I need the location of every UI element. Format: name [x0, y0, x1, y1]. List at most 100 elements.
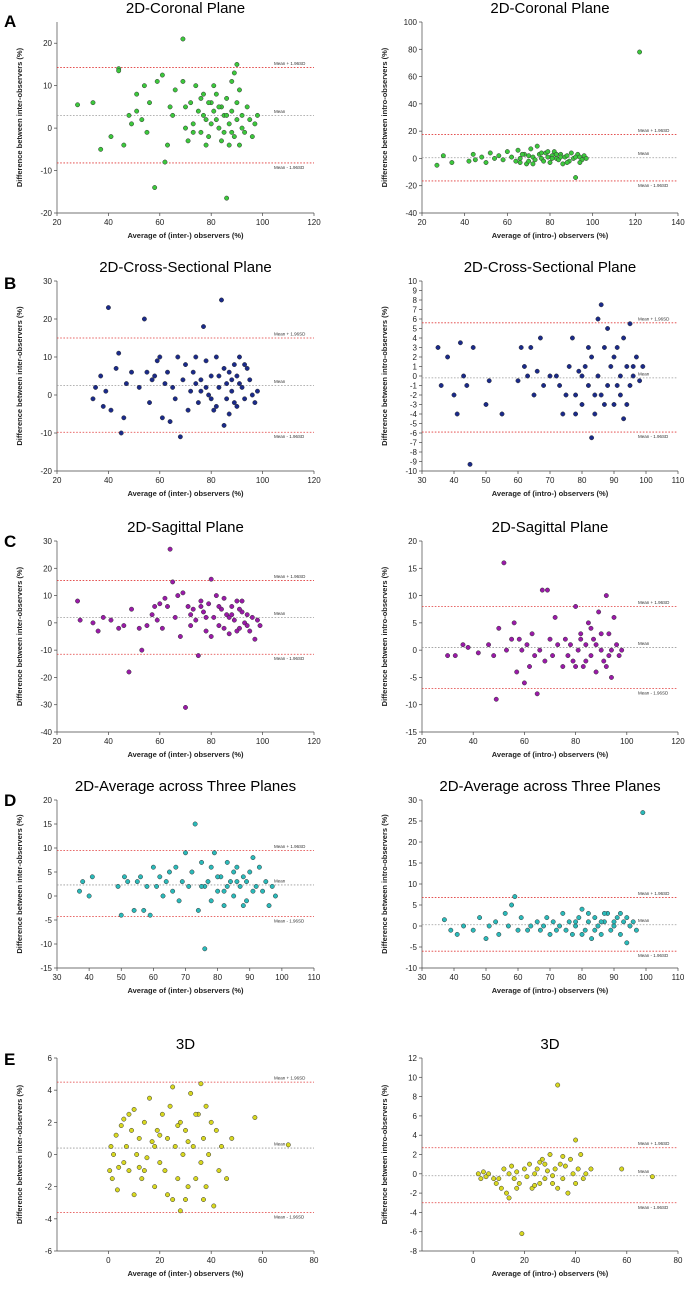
data-point [509, 636, 515, 642]
data-point [90, 100, 96, 106]
data-point [500, 157, 506, 163]
y-axis-label: Difference between inter-observers (%) [15, 566, 24, 706]
data-point [172, 614, 178, 620]
y-tick-label: 10 [43, 82, 52, 91]
y-tick-label: 0 [413, 922, 418, 931]
data-point [560, 1153, 566, 1159]
data-point [121, 1160, 127, 1165]
x-tick-label: 100 [275, 973, 289, 982]
data-point [464, 383, 470, 388]
data-point [188, 612, 194, 618]
y-tick-label: -1 [410, 382, 418, 391]
y-tick-label: -10 [405, 467, 417, 476]
y-tick-label: -5 [45, 916, 53, 925]
data-point [213, 593, 219, 599]
data-point [152, 185, 158, 190]
data-point [249, 392, 255, 398]
data-point [208, 1119, 214, 1125]
data-point [165, 369, 170, 375]
data-point [115, 883, 121, 889]
data-point [519, 647, 525, 653]
data-point [231, 869, 237, 875]
data-point [244, 623, 250, 629]
data-point [452, 653, 458, 659]
data-point [605, 383, 611, 388]
data-point [585, 620, 591, 626]
x-tick-label: 20 [155, 1256, 164, 1265]
data-point [627, 923, 633, 929]
data-point [528, 146, 534, 152]
data-point [624, 364, 630, 369]
data-point [491, 653, 497, 659]
data-point [580, 1176, 586, 1182]
y-tick-label: 8 [413, 1093, 418, 1102]
data-point [198, 598, 204, 604]
data-point [537, 647, 543, 653]
y-tick-label: 10 [43, 592, 52, 601]
data-point [224, 883, 230, 889]
data-point [183, 1197, 188, 1202]
data-point [167, 419, 173, 425]
lower-reference-label: Mean - 1.96SD [274, 919, 305, 924]
data-point [583, 642, 589, 648]
data-point [177, 634, 183, 639]
x-tick-label: 120 [629, 218, 643, 227]
data-point [493, 1181, 499, 1186]
data-point [576, 368, 582, 374]
data-point [188, 623, 194, 629]
upper-reference-label: Mean + 1.96SD [274, 844, 306, 849]
data-point [144, 1155, 150, 1161]
lower-reference-label: Mean - 1.96SD [274, 1214, 305, 1219]
data-point [208, 898, 214, 904]
data-point [193, 1176, 199, 1182]
data-point [525, 927, 531, 933]
y-tick-label: -6 [45, 1247, 53, 1256]
y-tick-label: -40 [40, 728, 52, 737]
data-point [229, 377, 235, 383]
data-point [537, 927, 543, 933]
data-point [524, 642, 530, 648]
x-tick-label: 40 [207, 1256, 216, 1265]
data-point [113, 365, 119, 371]
data-point [237, 142, 242, 148]
y-tick-label: -3 [410, 401, 418, 410]
data-point [136, 1164, 142, 1170]
data-point [537, 1181, 543, 1186]
y-tick-label: 8 [413, 296, 418, 305]
data-point [253, 883, 259, 889]
data-point [125, 879, 131, 885]
data-point [496, 153, 502, 159]
chart-title: 2D-Coronal Plane [126, 0, 245, 17]
lower-reference-label: Mean - 1.96SD [274, 165, 305, 170]
data-point [231, 893, 237, 899]
x-tick-label: 80 [207, 218, 216, 227]
data-point [234, 117, 240, 123]
data-point [175, 1176, 181, 1182]
chart-title: 2D-Sagittal Plane [127, 519, 244, 536]
data-point [514, 1185, 520, 1191]
data-point [77, 617, 83, 623]
data-point [619, 647, 625, 653]
y-axis-label: Difference between intro-observers (%) [380, 306, 389, 446]
data-point [518, 345, 524, 350]
data-point [568, 1156, 573, 1162]
x-tick-label: 40 [104, 476, 113, 485]
data-point [589, 354, 595, 360]
data-point [592, 411, 598, 417]
data-point [134, 108, 140, 114]
data-point [516, 636, 522, 642]
data-point [532, 1182, 538, 1188]
y-tick-label: 4 [48, 1086, 53, 1095]
data-point [624, 940, 630, 946]
data-point [208, 576, 214, 582]
lower-reference-label: Mean - 1.96SD [638, 690, 669, 695]
chart-a-intro: 2D-Coronal Plane 20 40 60 80 100 120 140 -40 -20 0… [380, 0, 685, 240]
data-point [583, 155, 589, 161]
y-tick-label: 0 [48, 1151, 53, 1160]
x-tick-label: 90 [245, 973, 254, 982]
data-point [603, 664, 609, 669]
data-point [179, 879, 185, 885]
data-point [121, 415, 127, 421]
data-point [180, 78, 186, 84]
data-point [224, 195, 230, 201]
